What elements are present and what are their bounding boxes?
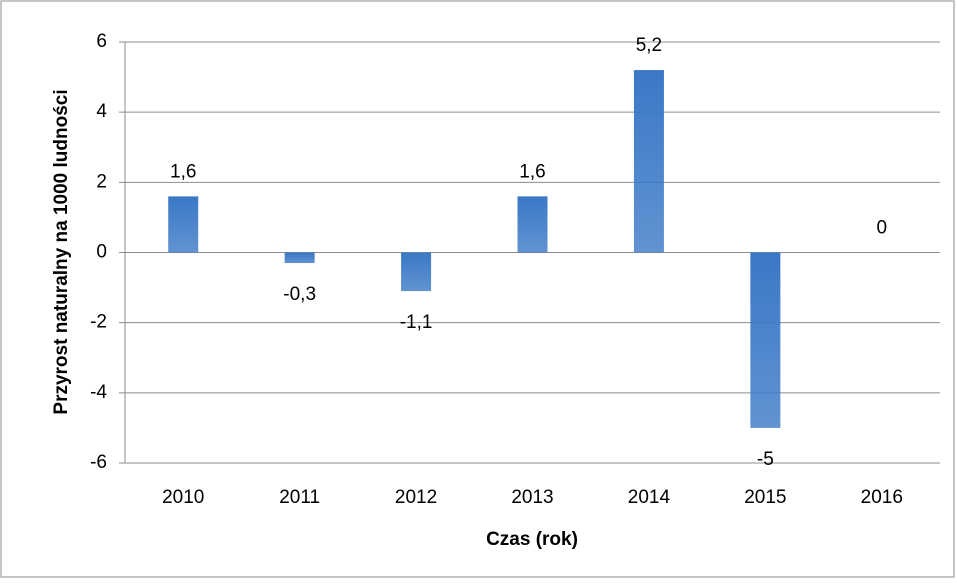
bar: [517, 196, 548, 253]
x-tick-label: 2015: [744, 487, 786, 508]
y-tick-label: -6: [90, 452, 107, 473]
x-tick-label: 2016: [861, 487, 903, 508]
x-tick-label: 2011: [279, 487, 320, 508]
x-axis-title: Czas (rok): [486, 529, 578, 550]
value-label: 1,6: [170, 161, 196, 182]
value-label: 1,6: [519, 161, 545, 182]
value-label: 0: [876, 218, 887, 239]
y-tick-label: 2: [96, 171, 107, 192]
bar: [750, 252, 781, 428]
y-tick-label: 6: [96, 31, 107, 52]
value-label: -1,1: [400, 312, 433, 333]
bar: [168, 196, 199, 253]
value-label: 5,2: [636, 35, 662, 56]
bar: [633, 70, 664, 253]
bar: [284, 252, 315, 264]
y-tick-label: -2: [90, 312, 107, 333]
y-tick-label: -4: [90, 382, 107, 403]
value-label: -0,3: [283, 284, 316, 305]
y-axis-title: Przyrost naturalny na 1000 ludności: [51, 89, 72, 414]
x-tick-label: 2012: [395, 487, 437, 508]
y-tick-label: 4: [96, 101, 107, 122]
y-tick-label: 0: [96, 242, 107, 263]
x-tick-label: 2013: [511, 487, 553, 508]
x-tick-label: 2010: [162, 487, 204, 508]
bar: [401, 252, 432, 292]
x-tick-label: 2014: [628, 487, 671, 508]
value-label: -5: [757, 449, 774, 470]
